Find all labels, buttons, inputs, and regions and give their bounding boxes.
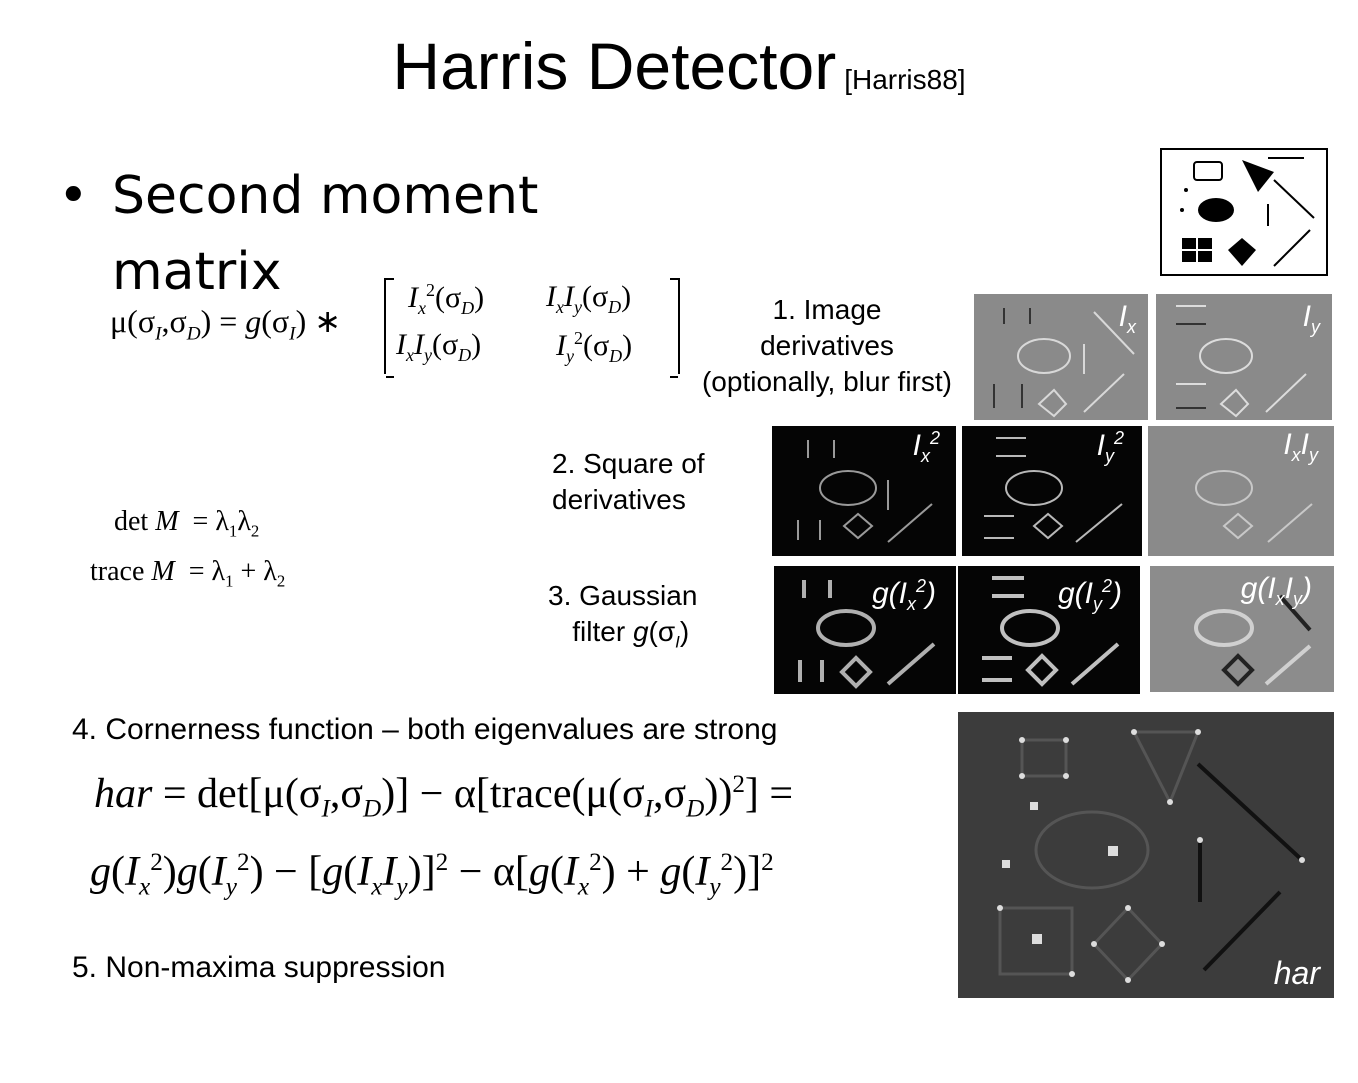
trace-equation: trace M = λ1 + λ2 bbox=[90, 556, 286, 591]
image-ix: Ix bbox=[974, 294, 1148, 420]
bullet-line-1: Second moment bbox=[112, 166, 539, 226]
image-g-ixiy: g(IxIy) bbox=[1150, 566, 1334, 692]
step-4-text: 4. Cornerness function – both eigenvalue… bbox=[72, 713, 778, 746]
second-moment-matrix: Ix2(σD) IxIy(σD) IxIy(σD) Iy2(σD) bbox=[384, 278, 680, 378]
cornerness-formula-line-2: g(Ix2)g(Iy2) − [g(IxIy)]2 − α[g(Ix2) + g… bbox=[90, 849, 774, 901]
step-2-line-2: derivatives bbox=[552, 484, 686, 515]
step-1-line-1: 1. Image bbox=[772, 294, 882, 325]
label-g-ix2: g(Ix2) bbox=[871, 576, 936, 614]
label-ix: Ix bbox=[1118, 300, 1136, 337]
image-iy2: Iy2 bbox=[962, 426, 1142, 556]
det-equation: det M = λ1λ2 bbox=[114, 506, 260, 541]
image-ixiy: IxIy bbox=[1148, 426, 1334, 556]
title-main: Harris Detector bbox=[392, 29, 837, 103]
image-har: har bbox=[958, 712, 1334, 998]
label-iy: Iy bbox=[1302, 300, 1320, 337]
step-3-line-1: 3. Gaussian bbox=[548, 580, 698, 611]
label-iy2: Iy2 bbox=[1096, 428, 1124, 466]
matrix-cell-11: Ix2(σD) bbox=[408, 280, 485, 318]
step-3-line-2: filter g(σI) bbox=[572, 616, 690, 652]
image-g-iy2: g(Iy2) bbox=[958, 566, 1140, 694]
label-ixiy: IxIy bbox=[1283, 428, 1318, 465]
step-2-text: 2. Square of derivatives bbox=[552, 446, 705, 518]
title-citation: [Harris88] bbox=[844, 64, 966, 95]
step-3-text: 3. Gaussian filter g(σI) bbox=[548, 578, 697, 661]
label-g-ixiy: g(IxIy) bbox=[1240, 572, 1312, 609]
label-g-iy2: g(Iy2) bbox=[1057, 576, 1122, 614]
label-ix2: Ix2 bbox=[912, 428, 940, 466]
step-1-line-2: derivatives bbox=[760, 330, 894, 361]
label-har: har bbox=[1273, 955, 1320, 991]
step-1-line-3: (optionally, blur first) bbox=[701, 366, 952, 397]
bullet-point: • Second moment matrix bbox=[58, 158, 578, 318]
image-ix2: Ix2 bbox=[772, 426, 956, 556]
bullet-line-2: matrix bbox=[112, 242, 282, 302]
matrix-cell-22: Iy2(σD) bbox=[556, 328, 633, 366]
cornerness-formula-line-1: har = det[μ(σI,σD)] − α[trace(μ(σI,σD))2… bbox=[94, 771, 794, 823]
bullet-text: Second moment matrix bbox=[112, 158, 538, 310]
source-image bbox=[1160, 148, 1328, 276]
matrix-equation-lhs: μ(σI,σD) = g(σI) ∗ bbox=[110, 303, 342, 345]
matrix-cell-12: IxIy(σD) bbox=[546, 280, 632, 317]
slide-title: Harris Detector [Harris88] bbox=[0, 28, 1358, 104]
bullet-icon: • bbox=[58, 166, 89, 226]
step-1-text: 1. Image derivatives (optionally, blur f… bbox=[680, 292, 974, 400]
image-iy: Iy bbox=[1156, 294, 1332, 420]
image-g-ix2: g(Ix2) bbox=[774, 566, 956, 694]
step-5-text: 5. Non-maxima suppression bbox=[72, 951, 446, 984]
matrix-cell-21: IxIy(σD) bbox=[396, 328, 482, 365]
step-2-line-1: 2. Square of bbox=[552, 448, 705, 479]
